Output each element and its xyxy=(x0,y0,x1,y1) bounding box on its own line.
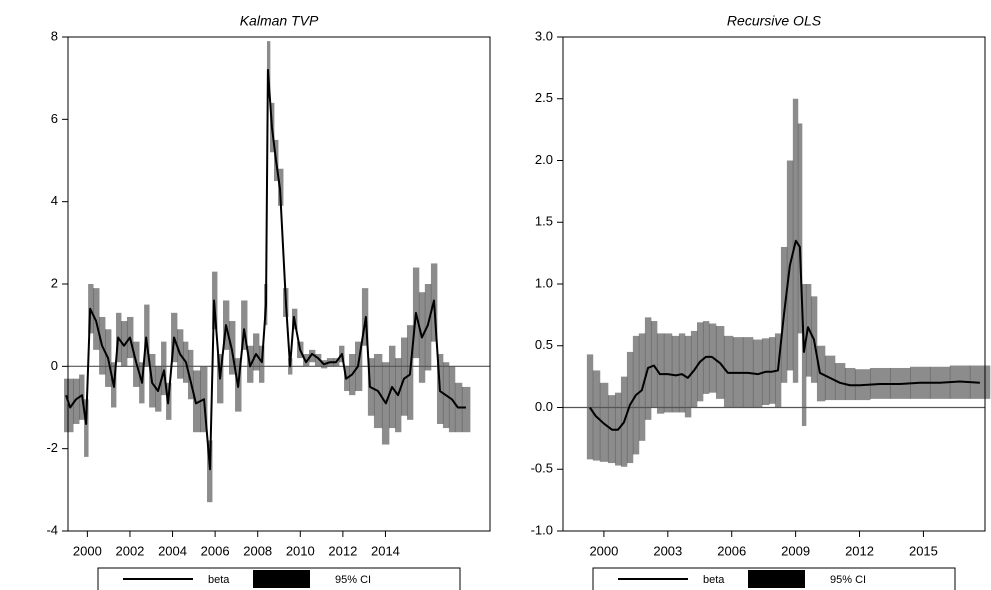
ci-band xyxy=(663,333,673,413)
legend-label: 95% CI xyxy=(830,574,866,586)
x-tick-label: 2000 xyxy=(73,543,102,558)
legend-swatch xyxy=(748,570,805,588)
y-tick-label: 4 xyxy=(51,193,58,208)
y-tick-label: 1.5 xyxy=(535,214,553,229)
ci-band xyxy=(586,354,594,460)
y-tick-label: 6 xyxy=(51,111,58,126)
y-tick-label: 2 xyxy=(51,275,58,290)
legend-label: beta xyxy=(208,574,230,586)
ci-band xyxy=(192,370,201,433)
x-tick-label: 2015 xyxy=(909,543,938,558)
ci-band xyxy=(723,335,734,408)
legend-label: beta xyxy=(703,574,725,586)
y-tick-label: 3.0 xyxy=(535,28,553,43)
ci-band xyxy=(671,335,680,413)
x-tick-label: 2014 xyxy=(371,543,400,558)
ci-band xyxy=(241,300,248,350)
beta-line xyxy=(65,68,466,471)
panel: Recursive OLS -1.0 -0.5 0.0 0.5 1.0 1.5 2.0 2.5 3… xyxy=(531,13,991,590)
y-tick-label: 0.5 xyxy=(535,337,553,352)
x-tick-label: 2009 xyxy=(781,543,810,558)
chart-title: Kalman TVP xyxy=(240,13,319,29)
ci-band xyxy=(207,440,213,503)
y-tick-label: 1.0 xyxy=(535,275,553,290)
ci-band xyxy=(84,399,89,457)
ci-band xyxy=(121,321,128,367)
beta-line xyxy=(589,239,980,431)
ci-band xyxy=(801,284,807,427)
legend-swatch xyxy=(253,570,310,588)
ci-band xyxy=(258,345,265,383)
ci-band xyxy=(424,284,432,371)
x-tick-label: 2012 xyxy=(328,543,357,558)
ci-band xyxy=(834,363,846,401)
y-tick-label: 0.0 xyxy=(535,399,553,414)
y-tick-label: -1.0 xyxy=(531,522,553,537)
y-tick-label: 8 xyxy=(51,28,58,43)
ci-band xyxy=(309,349,316,363)
x-tick-label: 2008 xyxy=(243,543,272,558)
ci-band xyxy=(650,321,658,408)
ci-band xyxy=(461,386,471,433)
y-tick-label: 2.0 xyxy=(535,152,553,167)
ci-band xyxy=(678,333,686,413)
y-tick-label: 2.5 xyxy=(535,90,553,105)
x-tick-label: 2000 xyxy=(589,543,618,558)
panel: Kalman TVP -4 -2 0 2 4 6 8 2000 2002 2004 2006 2008 2… xyxy=(46,13,491,590)
ci-band xyxy=(844,367,856,401)
ci-band xyxy=(599,382,609,462)
y-tick-label: -2 xyxy=(46,440,58,455)
ci-band xyxy=(797,123,803,334)
ci-band xyxy=(314,353,322,367)
x-tick-label: 2004 xyxy=(158,543,187,558)
ci-band xyxy=(73,378,80,424)
ci-band xyxy=(187,349,194,400)
legend-label: 95% CI xyxy=(335,574,371,586)
x-tick-label: 2002 xyxy=(115,543,144,558)
y-tick-label: -0.5 xyxy=(531,461,553,476)
x-tick-label: 2006 xyxy=(201,543,230,558)
ci-band xyxy=(144,304,150,367)
x-tick-label: 2003 xyxy=(653,543,682,558)
x-tick-label: 2006 xyxy=(717,543,746,558)
chart-title: Recursive OLS xyxy=(727,13,822,29)
ci-band xyxy=(253,333,260,371)
y-tick-label: 0 xyxy=(51,358,58,373)
ci-band xyxy=(161,341,167,396)
ci-band xyxy=(93,288,100,350)
ci-band xyxy=(401,337,408,416)
ci-band xyxy=(303,353,310,367)
ci-band xyxy=(768,337,776,404)
y-tick-label: -4 xyxy=(46,522,58,537)
x-tick-label: 2010 xyxy=(286,543,315,558)
x-tick-label: 2012 xyxy=(845,543,874,558)
ci-band xyxy=(64,378,69,433)
